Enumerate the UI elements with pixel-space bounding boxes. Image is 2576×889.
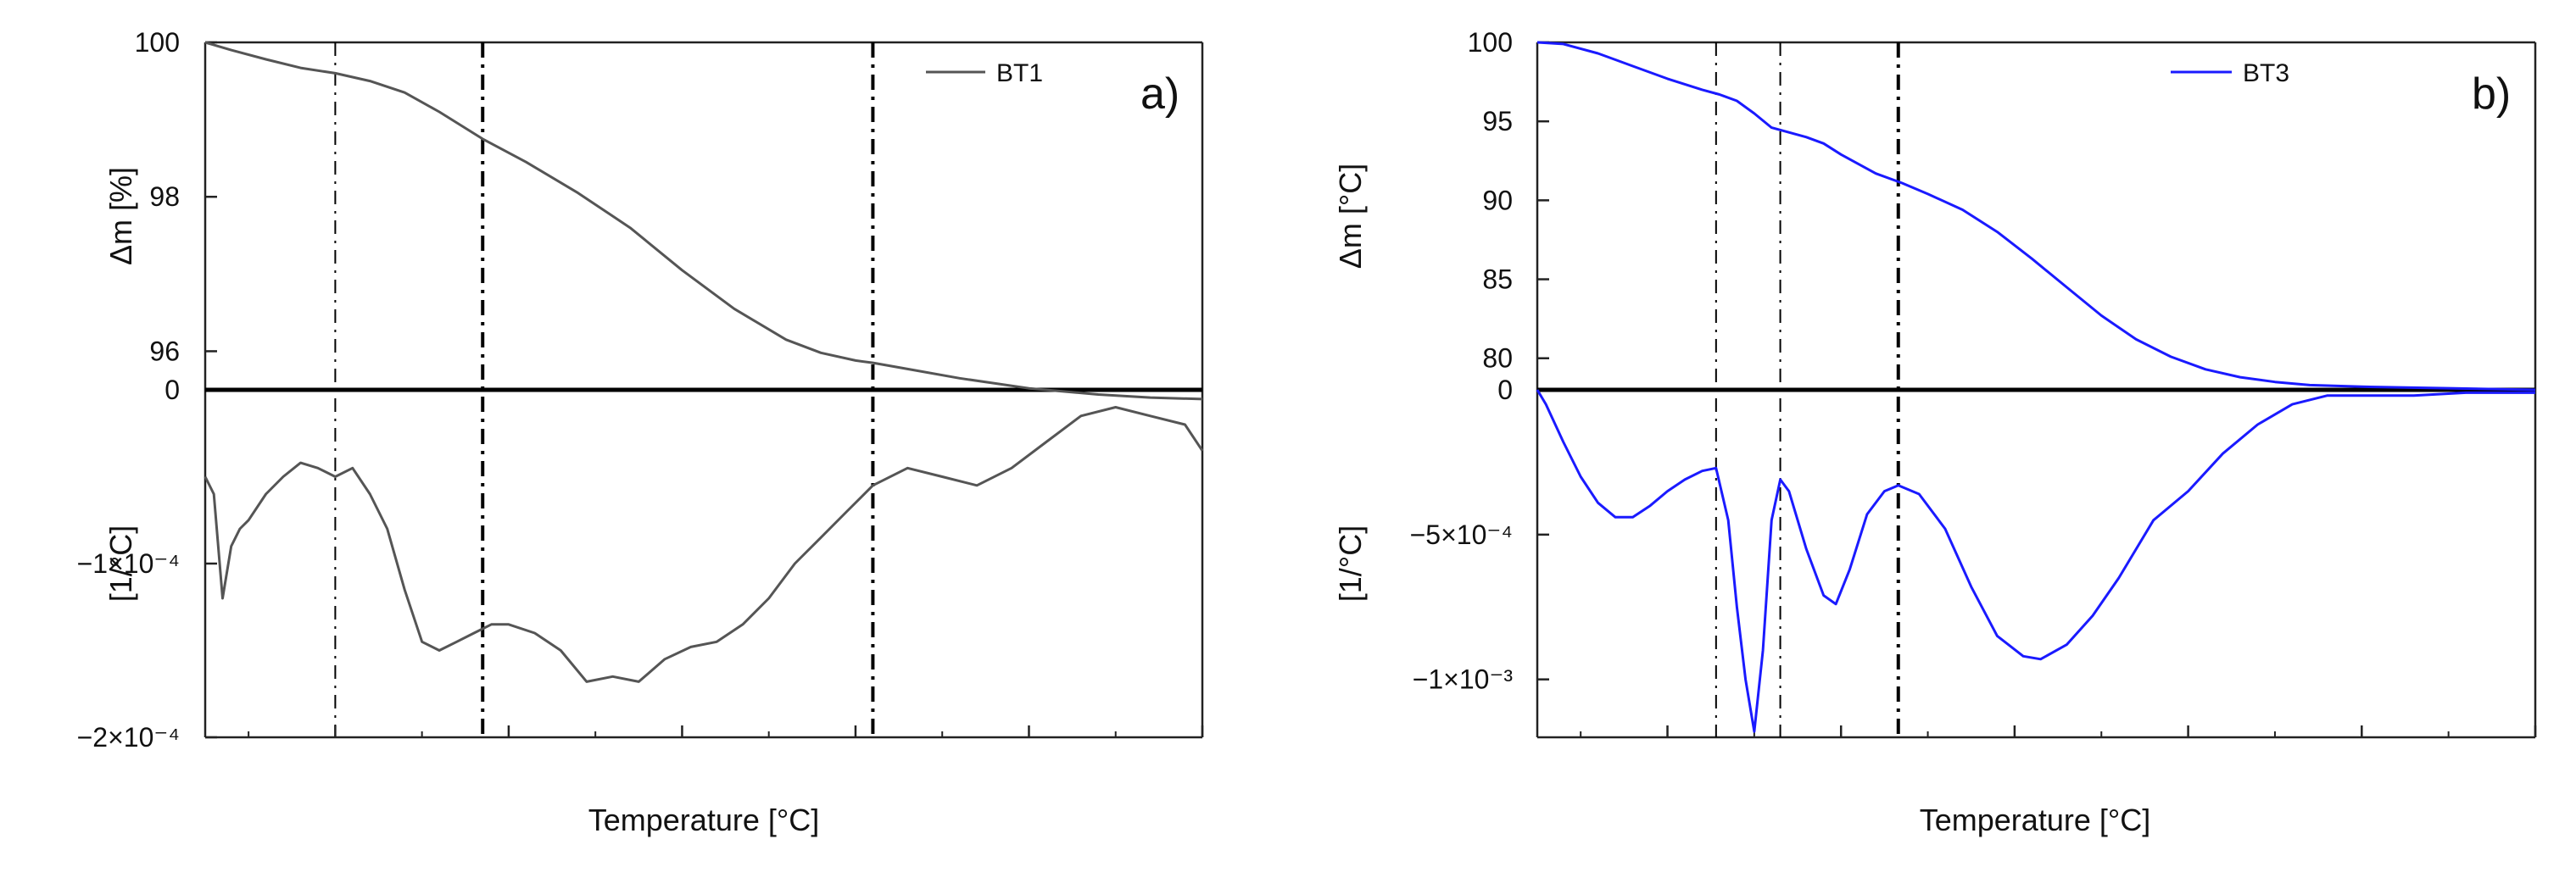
y-tick-label-top: 96 <box>149 336 180 366</box>
mass-loss-curve <box>1536 41 2536 392</box>
y-axis-title-top: Δm [°C] <box>1333 164 1368 269</box>
y-tick-label-bottom: −1×10⁻⁴ <box>77 548 180 579</box>
y-tick-label-top: 80 <box>1482 343 1513 374</box>
derivative-curve <box>204 406 1204 683</box>
y-tick-label-bottom: −1×10⁻³ <box>1413 664 1514 695</box>
y-axis-title-bottom: [1/°C] <box>1333 525 1368 602</box>
y-tick-label-top: 100 <box>135 27 180 58</box>
y-axis-title-bottom: [1/°C] <box>103 525 138 602</box>
panel-label: a) <box>1140 69 1179 119</box>
panel-a-chart: 96 98 100 0 −1×10⁻⁴ −2×10⁻⁴ Δm [%] [1/°C] Temper… <box>77 27 1204 837</box>
y-tick-label-top: 95 <box>1482 106 1513 136</box>
y-tick-label-bottom: −5×10⁻⁴ <box>1410 520 1513 550</box>
y-tick-label-top: 98 <box>149 181 180 212</box>
panel-label: b) <box>2472 69 2511 119</box>
y-tick-label-top: 100 <box>1468 27 1513 58</box>
mass-loss-curve <box>204 41 1203 401</box>
y-zero-label: 0 <box>1497 375 1513 405</box>
y-tick-label-top: 85 <box>1482 264 1513 295</box>
x-axis-title: Temperature [°C] <box>588 803 820 837</box>
y-tick-label-top: 90 <box>1482 185 1513 215</box>
panel-b-chart: 80 85 90 95 100 0 −5×10⁻⁴ −1×10⁻³ Δm [°C] [1/°C] T… <box>1333 27 2537 837</box>
derivative-curve <box>1536 389 2535 733</box>
x-axis-title: Temperature [°C] <box>1920 803 2151 837</box>
y-zero-label: 0 <box>164 375 180 405</box>
y-tick-label-bottom: −2×10⁻⁴ <box>77 722 180 753</box>
y-axis-title-top: Δm [%] <box>103 167 138 265</box>
legend-label: BT3 <box>2243 59 2289 87</box>
legend-label: BT1 <box>996 59 1043 87</box>
